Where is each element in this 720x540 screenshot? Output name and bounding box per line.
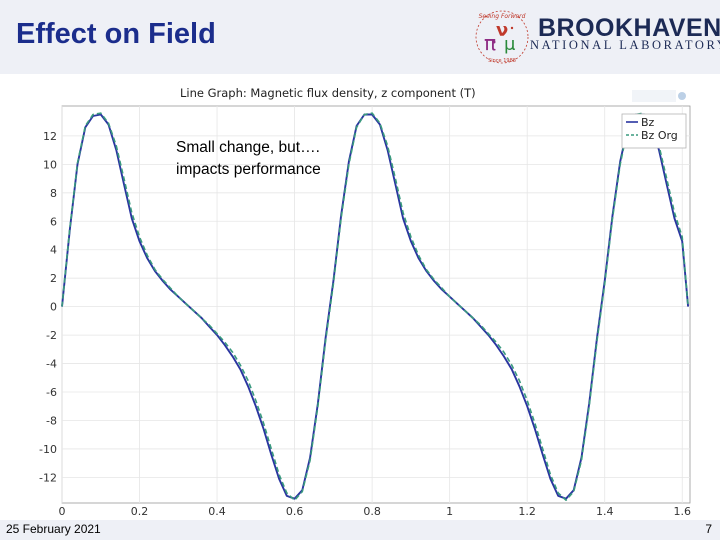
y-tick-label: -12: [39, 471, 57, 484]
x-tick-label: 1.2: [518, 505, 536, 518]
x-tick-label: 0: [59, 505, 66, 518]
line-chart: Line Graph: Magnetic flux density, z com…: [39, 86, 691, 518]
y-tick-label: -6: [46, 386, 57, 399]
y-tick-label: 2: [50, 272, 57, 285]
comsol-watermark: [632, 90, 686, 102]
svg-text:π: π: [484, 31, 496, 55]
x-tick-label: 0.8: [363, 505, 381, 518]
x-tick-label: 1.6: [673, 505, 691, 518]
footer-date: 25 February 2021: [6, 522, 101, 536]
y-tick-label: -2: [46, 329, 57, 342]
y-tick-label: 6: [50, 215, 57, 228]
y-tick-label: -10: [39, 443, 57, 456]
y-tick-label: -8: [46, 414, 57, 427]
y-tick-label: 8: [50, 187, 57, 200]
x-tick-label: 0.4: [208, 505, 226, 518]
y-tick-label: 12: [43, 130, 57, 143]
page-number: 7: [705, 522, 712, 536]
y-tick-label: 0: [50, 301, 57, 314]
chart-panel: Line Graph: Magnetic flux density, z com…: [0, 74, 720, 520]
x-tick-label: 1.4: [596, 505, 614, 518]
legend-label: Bz Org: [641, 129, 678, 142]
slide-title: Effect on Field: [16, 18, 216, 50]
svg-text:ν: ν: [496, 20, 508, 41]
svg-text:Since 1988: Since 1988: [488, 58, 516, 64]
chart-title: Line Graph: Magnetic flux density, z com…: [180, 86, 476, 100]
x-tick-label: 0.2: [131, 505, 149, 518]
y-tick-label: 10: [43, 158, 57, 171]
chart-axes: 0 0.2 0.4 0.6 0.8 1 1.2 1.4 1.6 -12 -10 -8 -6 -4 -2 0 2 4…: [39, 130, 691, 518]
brookhaven-logo-main: BROOKHAVEN: [538, 14, 720, 42]
svg-text:μ: μ: [504, 34, 516, 55]
annotation-text: Small change, but…. impacts performance: [176, 137, 321, 181]
brookhaven-logo-sub: NATIONAL LABORATORY: [530, 38, 720, 52]
chart-grid: [61, 105, 691, 504]
slide-header: Effect on Field Seeing Forward ν π μ Sin…: [0, 0, 720, 74]
annotation-line-2: impacts performance: [176, 161, 321, 178]
seeing-forward-seal-logo: Seeing Forward ν π μ Since 1988: [475, 10, 529, 64]
y-tick-label: -4: [46, 358, 57, 371]
legend-label: Bz: [641, 116, 655, 129]
x-tick-label: 0.6: [286, 505, 304, 518]
brookhaven-logo: BROOKHAVEN NATIONAL LABORATORY: [530, 12, 720, 56]
slide-footer: 25 February 2021 7: [0, 520, 720, 540]
annotation-line-1: Small change, but….: [176, 139, 320, 156]
plot-area: [61, 105, 691, 504]
series-line-bz: [61, 113, 690, 500]
y-tick-label: 4: [50, 244, 57, 257]
legend-box: [621, 113, 687, 149]
x-tick-label: 1: [446, 505, 453, 518]
series-line-bz-org: [61, 112, 689, 501]
chart-series: [61, 112, 690, 501]
svg-text:Seeing Forward: Seeing Forward: [479, 13, 526, 20]
